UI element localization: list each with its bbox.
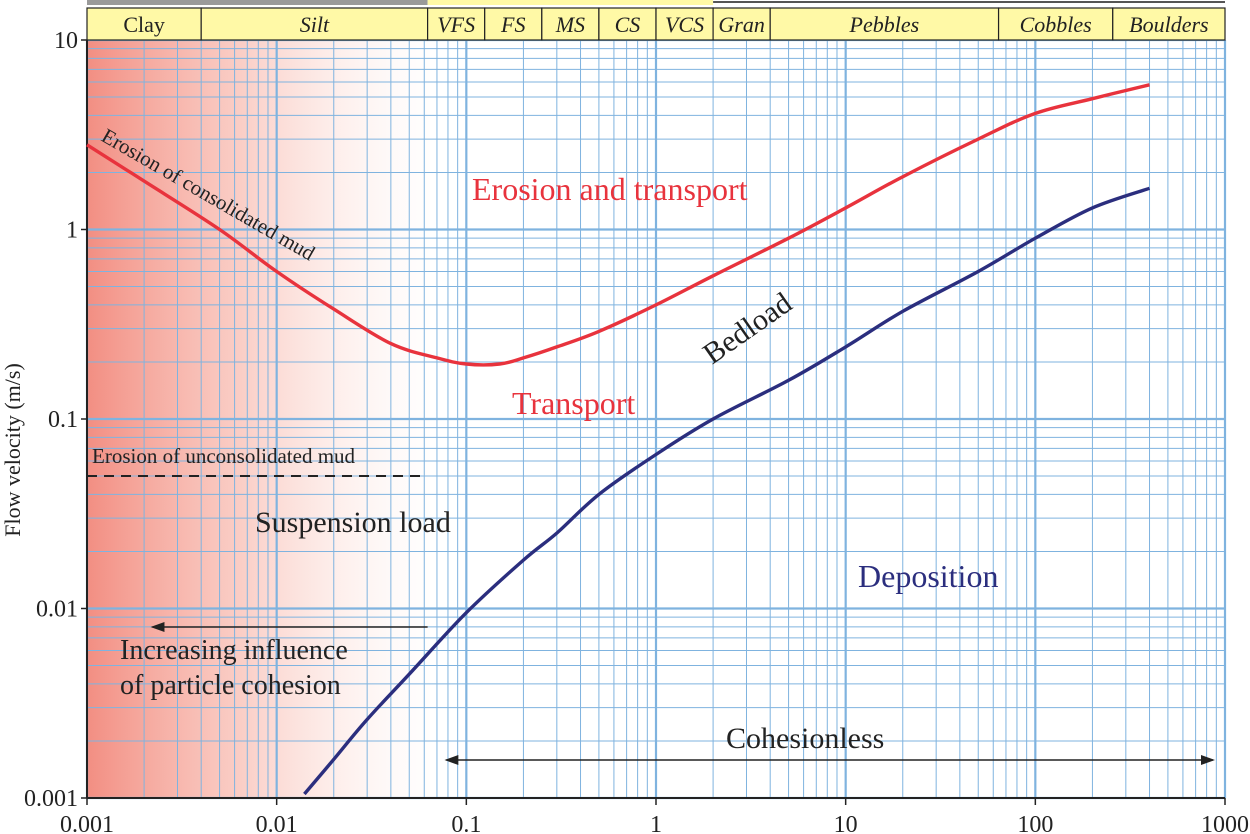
size-class-label: Boulders [1129, 12, 1208, 37]
grain-size-header: Clay Silt VFS FS MS CS VCS Gran Pebbles Cobbles Bo… [86, 0, 1226, 41]
size-class-label: VFS [437, 12, 475, 37]
y-tick-label: 10 [54, 28, 78, 54]
size-class-cell [769, 7, 1000, 41]
y-tick-label: 0.01 [36, 597, 78, 623]
x-tick-label: 100 [1017, 812, 1053, 834]
size-class-cell [1112, 7, 1226, 41]
size-class-label: Gran [718, 12, 764, 37]
size-class-cell [712, 7, 771, 41]
annotation-particle-cohesion: of particle cohesion [120, 670, 341, 701]
x-tick-label: 1000 [1201, 812, 1249, 834]
annotation-deposition: Deposition [858, 558, 998, 594]
size-class-cell [541, 7, 600, 41]
x-tick-label: 10 [834, 812, 858, 834]
series [86, 83, 1151, 796]
erosion-velocity-curve [86, 83, 1150, 367]
size-class-cell [427, 7, 486, 41]
size-class-label: Silt [300, 12, 330, 37]
size-class-label: Pebbles [849, 12, 920, 37]
size-class-label: Cobbles [1020, 12, 1092, 37]
size-class-cell [86, 7, 202, 41]
x-tick-label: 0.1 [451, 812, 481, 834]
size-class-cell [484, 7, 543, 41]
size-class-cell [598, 7, 657, 41]
size-class-label: VCS [665, 12, 704, 37]
annotation-erosion-and-transport: Erosion and transport [472, 171, 748, 207]
annotation-erosion-unconsolidated-mud: Erosion of unconsolidated mud [92, 444, 356, 468]
settling-velocity-curve [303, 186, 1151, 796]
annotation-suspension-load: Suspension load [255, 506, 451, 539]
y-tick-label: 1 [66, 218, 78, 244]
x-tick-label: 0.01 [256, 812, 298, 834]
x-tick-label: 1 [650, 812, 662, 834]
annotation-cohesionless: Cohesionless [726, 722, 884, 755]
size-class-label: Clay [123, 12, 165, 37]
x-tick-label: 0.001 [60, 812, 114, 834]
size-class-label: FS [500, 12, 525, 37]
size-class-label: CS [615, 12, 641, 37]
size-class-cell [655, 7, 714, 41]
y-axis-label: Flow velocity (m/s) [0, 363, 25, 537]
annotation-transport: Transport [512, 385, 635, 421]
size-class-label: MS [555, 12, 585, 37]
annotation-increasing-influence: Increasing influence [120, 635, 348, 666]
ticks: 0.001 0.01 0.1 1 10 0.001 0.01 0.1 1 10 100 1000 [24, 28, 1249, 834]
y-tick-label: 0.001 [24, 786, 78, 812]
y-tick-label: 0.1 [48, 407, 78, 433]
